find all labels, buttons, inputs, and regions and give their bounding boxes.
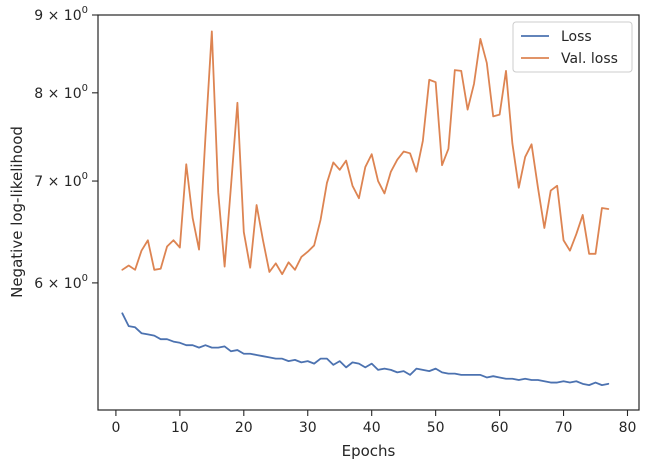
- x-axis-title: Epochs: [342, 442, 396, 460]
- series-line-val-loss: [121, 30, 610, 276]
- y-tick-label: 9 × 100: [34, 5, 88, 24]
- x-tick-label: 40: [363, 420, 381, 436]
- x-tick-label: 50: [427, 420, 445, 436]
- x-tick-label: 20: [235, 420, 253, 436]
- x-tick-label: 60: [491, 420, 509, 436]
- x-tick-label: 0: [111, 420, 120, 436]
- x-axis: 0 10 20 30 40 50 60 70 80: [111, 410, 636, 436]
- legend: Loss Val. loss: [512, 21, 633, 73]
- y-tick-label: 6 × 100: [34, 273, 88, 292]
- y-axis: 6 × 100 7 × 100 8 × 100 9 × 100: [34, 5, 98, 292]
- axes-frame: [97, 14, 640, 411]
- x-tick-label: 30: [299, 420, 317, 436]
- x-tick-label: 10: [171, 420, 189, 436]
- y-tick-label: 7 × 100: [34, 171, 88, 190]
- legend-label: Loss: [561, 29, 592, 45]
- y-tick-label: 8 × 100: [34, 83, 88, 102]
- series-layer: [121, 30, 610, 387]
- legend-label: Val. loss: [561, 51, 618, 67]
- series-line-loss: [121, 312, 610, 387]
- x-tick-label: 70: [555, 420, 573, 436]
- y-axis-title: Negative log-likelihood: [8, 126, 26, 298]
- legend-box: [512, 21, 633, 73]
- x-tick-label: 80: [619, 420, 637, 436]
